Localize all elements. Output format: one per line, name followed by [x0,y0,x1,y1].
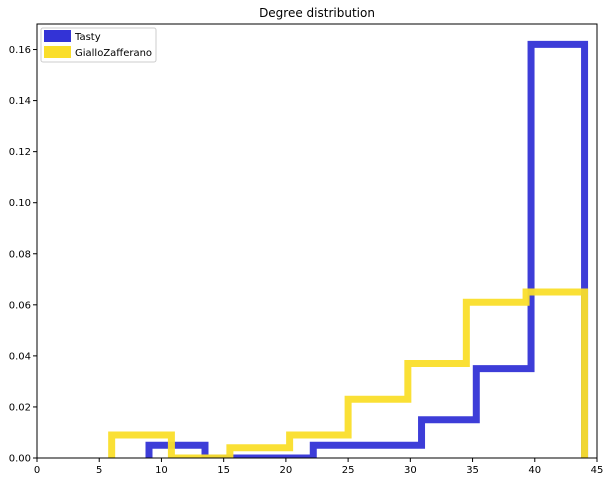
x-tick-label: 20 [280,465,293,476]
legend-swatch [44,46,71,58]
legend-swatch [44,30,71,42]
y-tick-label: 0.10 [9,198,31,209]
x-tick-label: 0 [34,465,40,476]
legend: Tasty GialloZafferano [40,27,157,63]
histogram-step-giallozafferano [108,288,589,458]
y-tick-label: 0.02 [9,402,31,413]
x-tick-label: 15 [217,465,230,476]
plot-frame [36,23,598,459]
legend-label: GialloZafferano [75,48,152,59]
x-axis: 0 5 10 15 20 25 30 35 40 45 [34,458,604,476]
x-tick-label: 10 [155,465,168,476]
y-tick-label: 0.14 [9,96,31,107]
x-tick-label: 25 [342,465,355,476]
x-tick-label: 5 [96,465,102,476]
series-layer [108,40,589,458]
y-tick-label: 0.12 [9,147,31,158]
y-tick-label: 0.00 [9,454,31,465]
y-tick-label: 0.04 [9,351,31,362]
x-tick-label: 40 [528,465,541,476]
y-tick-label: 0.06 [9,300,31,311]
x-tick-label: 30 [404,465,417,476]
x-tick-label: 45 [591,465,604,476]
chart-title: Degree distribution [259,6,375,20]
y-tick-label: 0.08 [9,249,31,260]
histogram-step-tasty [145,40,589,458]
y-axis: 0.00 0.02 0.04 0.06 0.08 0.10 0.12 0.14 0.16 [9,45,37,465]
y-tick-label: 0.16 [9,45,31,56]
x-tick-label: 35 [466,465,479,476]
legend-label: Tasty [74,32,101,43]
